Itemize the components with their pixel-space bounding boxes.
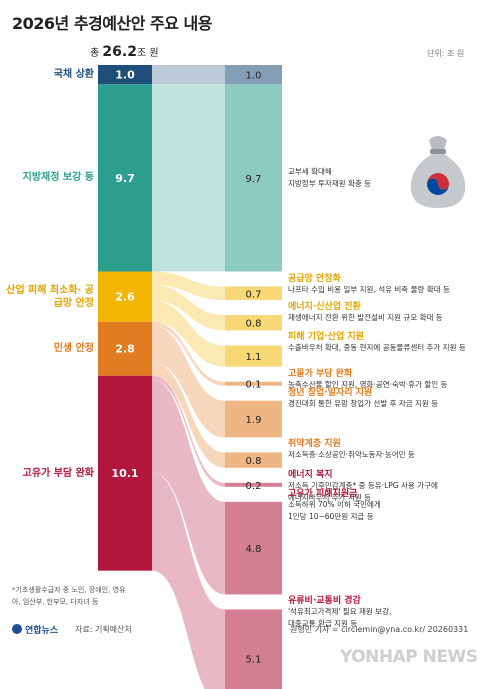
category-value-label: 2.8 (115, 343, 135, 356)
item-title: 공급망 안정화 (288, 273, 341, 284)
item-value-label: 1.0 (246, 71, 262, 82)
item-title: 피해 기업·산업 지원 (288, 332, 364, 343)
flow-band (152, 84, 225, 272)
item-bar (225, 609, 282, 689)
flow-band (152, 285, 225, 331)
category-value-label: 1.0 (115, 69, 135, 82)
item-bar (225, 452, 282, 468)
item-description: 농축수산물 할인 지원, 영화·공연·숙박·휴가 할인 등 (288, 379, 448, 389)
item-value-label: 0.2 (246, 481, 262, 492)
item-annotation: 취약계층 지원 저소득층·소상공인·취약노동자·농어민 등 (288, 436, 415, 461)
item-title: 취약계층 지원 (288, 439, 341, 450)
item-description: 저소득층·소상공인·취약노동자·농어민 등 (288, 450, 415, 460)
footnote: *기초생활수급자 중 노인, 장애인, 영유아, 임산부, 한부모, 다자녀 등 (12, 586, 126, 606)
item-bar (225, 501, 282, 595)
item-value-label: 0.8 (246, 456, 262, 467)
item-description: 수출바우처 확대, 중동 현지에 공동물류센터 추가 지원 등 (288, 343, 466, 353)
item-description: 에너지바우처 추가 지원 등 (288, 492, 372, 502)
category-label: 고유가 부담 완화 (22, 467, 94, 479)
flow-band (152, 472, 225, 689)
total-value: 26.2 (102, 44, 137, 60)
item-description: 지방정부 투자재원 확충 등 (288, 178, 372, 188)
item-annotation: 피해 기업·산업 지원 수출바우처 확대, 중동 현지에 공동물류센터 추가 지원… (288, 329, 466, 354)
item-title: 유류비·교통비 경감 (288, 596, 361, 607)
category-label: 민생 안정 (53, 343, 94, 355)
item-description: 교부세 확대해 (288, 166, 332, 176)
agency-watermark: YONHAP NEWS (340, 647, 478, 667)
item-bar (225, 65, 282, 85)
item-description: 소득하위 70% 이하 국민에게 (288, 499, 381, 509)
page-title: 2026년 추경예산안 주요 내용 (12, 14, 212, 33)
flow-band (152, 362, 225, 468)
item-value-label: 9.7 (246, 174, 262, 185)
flow-band (152, 321, 225, 386)
item-description: 재생에너지 전환 위한 발전설비 지원 규모 확대 등 (288, 313, 443, 323)
category-label: 산업 피해 최소화· 공급망 안정 (6, 284, 94, 309)
item-annotation: 고유가 피해지원금 소득하위 70% 이하 국민에게 1인당 10~60만원 지급 … (288, 486, 381, 523)
flow-band (152, 300, 225, 367)
credit-line: 원형민 기자 = circlemin@yna.co.kr/ 20260331 (290, 625, 469, 634)
item-description: 나프타 수입 비용 일부 지원, 석유 비축 물량 확대 등 (288, 284, 450, 294)
category-label: 지방재정 보강 등 (22, 172, 94, 184)
item-value-label: 5.1 (246, 655, 262, 666)
item-value-label: 0.7 (246, 289, 262, 300)
item-annotation: 공급망 안정화 나프타 수입 비용 일부 지원, 석유 비축 물량 확대 등 (288, 271, 450, 296)
item-bar (225, 400, 282, 438)
total-budget: 총 26.2조 원 (90, 44, 159, 60)
item-annotation: 유류비·교통비 경감 '석유최고가격제' 필요 재원 보강, 대중교통 환급 지원 … (288, 593, 391, 630)
category-label: 국채 상환 (53, 69, 94, 81)
flow-band (152, 271, 225, 301)
category-value-label: 2.6 (115, 291, 135, 304)
category-bar (98, 65, 152, 85)
total-prefix: 총 (90, 48, 100, 59)
item-description: 저소득 기후민감계층* 중 등유·LPG 사용 가구에 (288, 480, 438, 490)
item-value-label: 1.9 (246, 415, 262, 426)
item-bar (225, 345, 282, 367)
item-bar (225, 315, 282, 331)
item-bar (225, 84, 282, 272)
category-bar (98, 271, 152, 322)
yonhap-logo-mark (12, 624, 22, 634)
flow-band (152, 375, 225, 487)
item-value-label: 4.8 (246, 544, 262, 555)
yonhap-logo: 연합뉴스 (12, 623, 58, 636)
item-annotation: 에너지·신산업 전환 재생에너지 전환 위한 발전설비 지원 규모 확대 등 (288, 299, 443, 324)
category-bar (98, 375, 152, 571)
item-title: 청년 창업·일자리 지원 (288, 387, 373, 398)
unit-label: 단위: 조 원 (427, 49, 465, 58)
category-value-label: 10.1 (111, 467, 138, 480)
item-description: 1인당 10~60만원 지급 등 (288, 511, 374, 521)
item-title: 고물가 부담 완화 (288, 368, 353, 379)
item-annotation: 고물가 부담 완화 농축수산물 할인 지원, 영화·공연·숙박·휴가 할인 등 (288, 366, 447, 391)
category-bar (98, 84, 152, 272)
item-title: 고유가 피해지원금 (288, 488, 358, 499)
item-description: '석유최고가격제' 필요 재원 보강, (288, 607, 392, 617)
source-note: 자료: 기획예산처 (75, 625, 132, 634)
item-value-label: 0.1 (246, 380, 262, 391)
item-title: 에너지·신산업 전환 (288, 302, 361, 313)
category-bar (98, 321, 152, 376)
item-bar (225, 381, 282, 386)
item-bar (225, 482, 282, 487)
yonhap-logo-text: 연합뉴스 (25, 626, 59, 636)
total-unit: 조 원 (136, 48, 159, 59)
flow-band (152, 65, 225, 85)
flow-band (152, 379, 225, 595)
item-value-label: 0.8 (246, 319, 262, 330)
category-value-label: 9.7 (115, 172, 135, 185)
item-description: 경진대회 통한 유망 창업가 선발 후 자금 지원 등 (288, 398, 439, 408)
item-description: 대중교통 환급 지원 등 (288, 619, 358, 629)
money-bag-icon (410, 136, 466, 208)
item-value-label: 1.1 (246, 352, 262, 363)
flow-band (152, 325, 225, 438)
item-bar (225, 286, 282, 301)
item-annotation: 청년 창업·일자리 지원 경진대회 통한 유망 창업가 선발 후 자금 지원 등 (288, 385, 438, 410)
item-title: 에너지 복지 (288, 469, 333, 480)
